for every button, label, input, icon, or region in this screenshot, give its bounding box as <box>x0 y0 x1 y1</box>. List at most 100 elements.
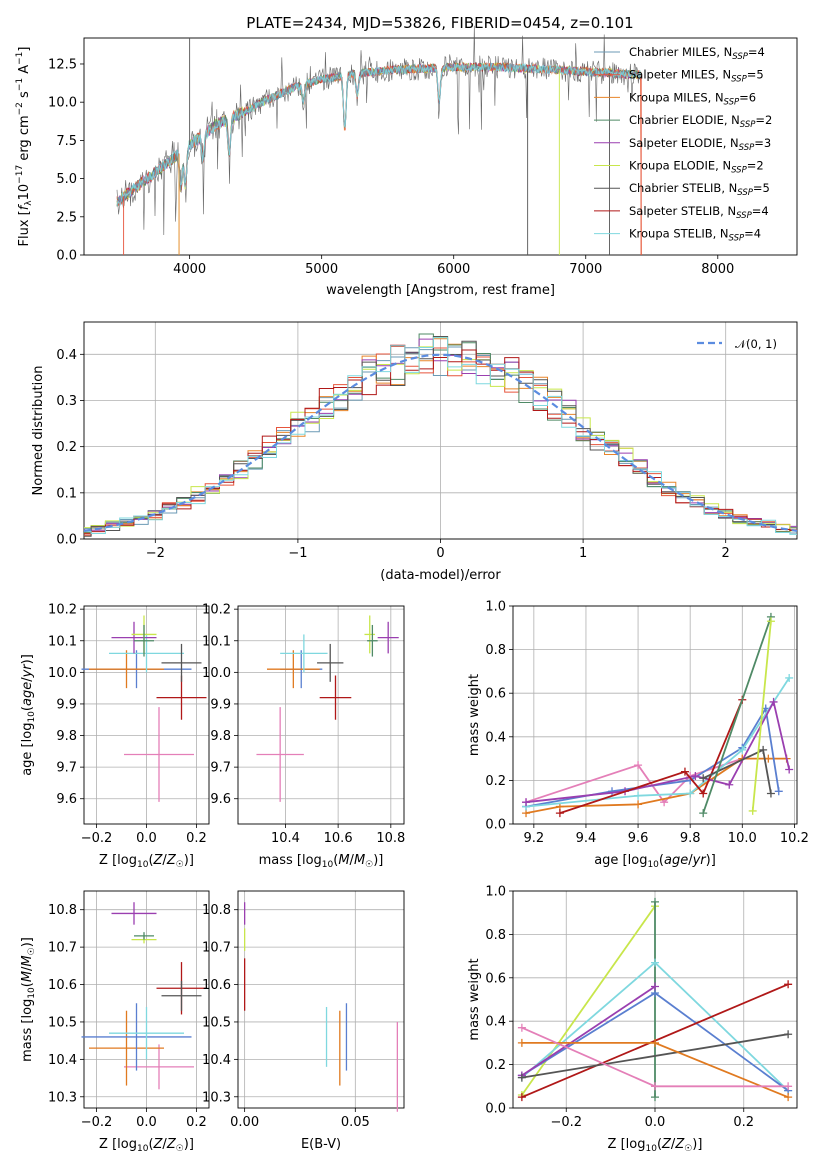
legend-entry: Salpeter ELODIE, NSSP=3 <box>629 136 771 153</box>
x-tick-label: 10.0 <box>728 831 757 846</box>
y-tick-label: 0.6 <box>485 687 506 702</box>
axes-frame <box>83 321 798 540</box>
y-tick-label: 0.4 <box>485 1015 506 1030</box>
legend-entry: Chabrier STELIB, NSSP=5 <box>629 181 770 198</box>
legend-entry: Salpeter MILES, NSSP=5 <box>629 68 764 85</box>
weight-marker <box>764 754 773 763</box>
y-tick-label: 1.0 <box>485 885 506 900</box>
y-tick-label: 0.2 <box>56 440 77 455</box>
weight-marker <box>769 697 778 706</box>
hist-step-cs <box>84 336 797 537</box>
y-tick-label: 10.7 <box>48 941 77 956</box>
y-tick-label: 9.8 <box>210 729 231 744</box>
x-axis-label: Z [log10(Z/Z☉)] <box>99 1137 194 1154</box>
y-tick-label: 0.0 <box>485 818 506 833</box>
weight-marker <box>748 806 757 815</box>
x-tick-label: 4000 <box>173 262 206 277</box>
y-tick-label: 5.0 <box>56 172 77 187</box>
legend-entry: Kroupa MILES, NSSP=6 <box>629 90 756 107</box>
weight-series-se <box>521 985 656 1077</box>
x-tick-label: 9.6 <box>628 831 649 846</box>
y-tick-label: 0.4 <box>485 730 506 745</box>
x-tick-label: −1 <box>288 546 307 561</box>
weight-marker <box>651 1038 659 1047</box>
y-tick-label: 10.7 <box>202 941 231 956</box>
weight-marker <box>759 745 768 754</box>
y-axis-label: mass [log10(M/M☉)] <box>20 937 37 1062</box>
y-tick-label: 9.9 <box>210 697 231 712</box>
y-tick-label: 10.8 <box>202 903 231 918</box>
spectrum-legend: Chabrier MILES, NSSP=4 Salpeter MILES, NS… <box>594 45 772 244</box>
y-tick-label: 0.0 <box>56 533 77 548</box>
x-tick-label: 0.0 <box>136 1115 157 1130</box>
x-tick-label: 0 <box>436 546 444 561</box>
y-tick-label: 10.4 <box>202 1053 231 1068</box>
x-tick-label: 6000 <box>437 262 470 277</box>
y-tick-label: 9.6 <box>56 792 77 807</box>
weight-marker <box>738 745 747 754</box>
normal-legend-label: 𝒩(0, 1) <box>735 337 777 351</box>
y-tick-label: 1.0 <box>485 600 506 615</box>
axes-frame <box>83 37 798 256</box>
hist-step-ss <box>84 344 797 535</box>
x-tick-label: 9.8 <box>680 831 701 846</box>
weight-marker <box>784 1093 793 1102</box>
axes-frame <box>83 605 210 825</box>
weight-marker <box>651 1093 659 1102</box>
y-tick-label: 2.5 <box>56 210 77 225</box>
weight-marker <box>517 1023 526 1032</box>
weight-marker <box>784 1030 793 1039</box>
y-tick-label: 12.5 <box>48 57 77 72</box>
weight-marker <box>651 1082 659 1091</box>
x-tick-label: 10.4 <box>271 831 300 846</box>
legend-entry: Kroupa ELODIE, NSSP=2 <box>629 159 764 176</box>
x-tick-label: 7000 <box>569 262 602 277</box>
weight-marker <box>651 958 659 967</box>
y-tick-label: 10.4 <box>48 1053 77 1068</box>
axes-frame <box>237 890 405 1109</box>
axes-frame <box>237 605 405 825</box>
x-tick-label: 10.2 <box>780 831 809 846</box>
y-tick-label: 0.2 <box>485 774 506 789</box>
y-tick-label: 10.5 <box>48 1015 77 1030</box>
y-axis-label: age [log10(age/yr)] <box>20 654 37 776</box>
x-tick-label: −0.2 <box>81 831 113 846</box>
weight-marker <box>699 774 708 783</box>
y-axis-label: mass weight <box>467 674 482 756</box>
x-tick-label: 0.2 <box>186 1115 207 1130</box>
axes-frame <box>512 890 798 1109</box>
weight-marker <box>651 982 659 991</box>
y-tick-label: 10.1 <box>202 634 231 649</box>
x-axis-label: (data-model)/error <box>380 568 501 583</box>
weight-marker <box>686 789 695 798</box>
x-tick-label: 2 <box>722 546 730 561</box>
y-tick-label: 0.3 <box>56 394 77 409</box>
weight-marker <box>766 789 775 798</box>
y-tick-label: 9.8 <box>56 729 77 744</box>
spectrum-title: PLATE=2434, MJD=53826, FIBERID=0454, z=0… <box>246 14 633 32</box>
weight-marker <box>517 1073 526 1082</box>
x-tick-label: 0.05 <box>341 1115 370 1130</box>
weight-marker <box>785 765 794 774</box>
y-tick-label: 10.5 <box>202 1015 231 1030</box>
y-tick-label: 9.7 <box>210 761 231 776</box>
legend-entry: Chabrier ELODIE, NSSP=2 <box>629 113 772 130</box>
weight-marker <box>555 809 564 818</box>
x-tick-label: 0.0 <box>136 831 157 846</box>
y-tick-label: 10.2 <box>48 603 77 618</box>
panel-6: 0.00 0.05 10.3 10.4 10.5 10.6 10.7 10.8 E(B-V) <box>202 890 405 1152</box>
panel-4: 9.2 9.4 9.6 9.8 10.0 10.2 0.0 0.2 0.4 0.6 0.8 1.0 ag… <box>467 600 809 871</box>
x-tick-label: 1 <box>579 546 587 561</box>
y-tick-label: 10.0 <box>202 666 231 681</box>
panel-3: 10.4 10.6 10.8 9.6 9.7 9.8 9.9 10.0 10.1 10.2 mass… <box>202 603 405 870</box>
y-tick-label: 10.6 <box>48 978 77 993</box>
x-tick-label: 0.2 <box>733 1115 754 1130</box>
hist-step-cm <box>84 346 797 534</box>
weight-marker <box>784 1082 793 1091</box>
weight-marker <box>651 897 659 906</box>
y-axis-label: Flux [fλ10−17 erg cm−2 s−1 A−1] <box>15 47 34 247</box>
y-tick-label: 10.1 <box>48 634 77 649</box>
weight-marker <box>784 980 793 989</box>
y-tick-label: 9.7 <box>56 761 77 776</box>
